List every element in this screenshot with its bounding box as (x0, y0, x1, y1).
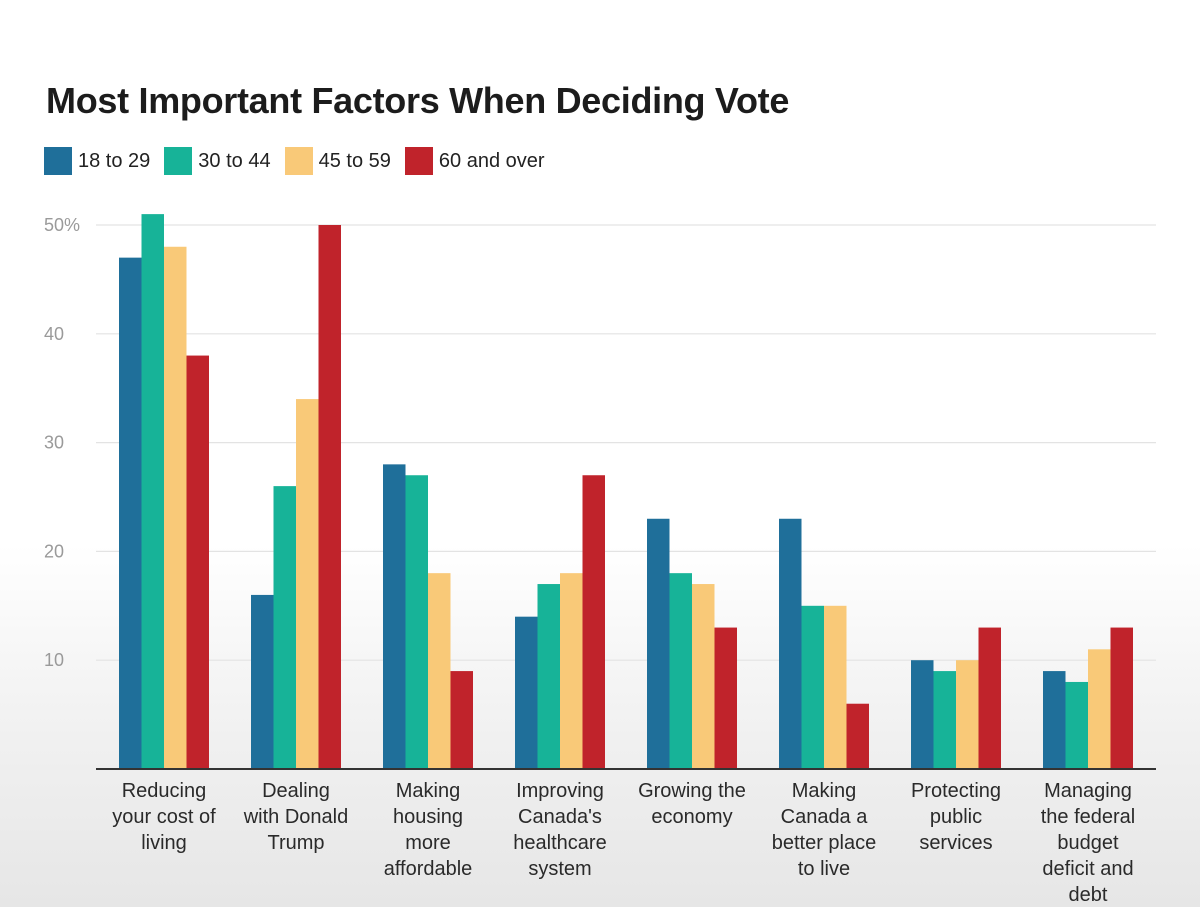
bar-5-60-and-over (714, 627, 737, 769)
legend-label-45-to-59: 45 to 59 (318, 149, 391, 172)
x-tick-label-3: Making housing more affordable (384, 780, 473, 880)
x-tick-label-6: Making Canada a better place to live (772, 780, 877, 880)
legend-swatch-60-and-over (404, 147, 433, 175)
bar-3-45-to-59 (428, 573, 451, 769)
legend: 18 to 29 30 to 44 45 to 59 60 and over (44, 146, 559, 176)
bar-6-30-to-44 (801, 605, 824, 769)
bar-5-45-to-59 (692, 584, 715, 769)
bar-2-30-to-44 (273, 486, 296, 769)
y-tick-label-10: 10 (44, 650, 64, 670)
bar-2-60-and-over (318, 225, 341, 769)
legend-item-60-and-over: 60 and over (404, 147, 545, 175)
x-tick-label-4: Improving Canada's healthcare system (513, 780, 606, 880)
bar-5-30-to-44 (669, 573, 692, 769)
bar-5-18-to-29 (647, 518, 670, 769)
bar-2-18-to-29 (251, 594, 274, 769)
bar-3-60-and-over (450, 671, 473, 769)
bar-6-18-to-29 (779, 518, 802, 769)
legend-label-30-to-44: 30 to 44 (198, 149, 271, 172)
bar-4-18-to-29 (515, 616, 538, 769)
bar-1-45-to-59 (164, 246, 187, 769)
bar-4-30-to-44 (537, 584, 560, 769)
bar-1-60-and-over (186, 355, 209, 769)
bar-3-18-to-29 (383, 464, 406, 769)
bar-6-45-to-59 (824, 605, 847, 769)
bar-8-30-to-44 (1065, 681, 1088, 769)
x-tick-label-7: Protecting public services (911, 780, 1001, 854)
x-tick-label-5: Growing the economy (638, 780, 746, 828)
y-tick-label-30: 30 (44, 433, 64, 453)
legend-swatch-18-to-29 (44, 147, 72, 175)
bar-8-60-and-over (1110, 627, 1133, 769)
legend-item-18-to-29: 18 to 29 (44, 147, 150, 175)
bar-7-60-and-over (978, 627, 1001, 769)
legend-item-45-to-59: 45 to 59 (284, 147, 391, 175)
bar-8-18-to-29 (1043, 671, 1066, 769)
bar-7-45-to-59 (956, 660, 979, 769)
bar-6-60-and-over (846, 703, 869, 769)
legend-label-18-to-29: 18 to 29 (78, 149, 151, 172)
legend-label-60-and-over: 60 and over (438, 149, 545, 172)
x-tick-label-1: Reducing your cost of living (112, 780, 216, 854)
bar-2-45-to-59 (296, 399, 319, 769)
legend-swatch-30-to-44 (164, 147, 193, 175)
legend-swatch-45-to-59 (284, 147, 313, 175)
chart-title: Most Important Factors When Deciding Vot… (46, 80, 790, 121)
bar-1-30-to-44 (141, 214, 164, 769)
y-tick-label-20: 20 (44, 541, 64, 561)
bar-4-45-to-59 (560, 573, 583, 769)
x-tick-label-8: Managing the federal budget deficit and debt (1041, 780, 1136, 906)
x-tick-label-2: Dealing with Donald Trump (243, 780, 349, 854)
legend-item-30-to-44: 30 to 44 (164, 147, 271, 175)
bar-1-18-to-29 (119, 257, 142, 769)
bar-3-30-to-44 (405, 475, 428, 769)
y-tick-label-40: 40 (44, 324, 64, 344)
bar-4-60-and-over (582, 475, 605, 769)
bar-8-45-to-59 (1088, 649, 1111, 769)
y-tick-label-50: 50% (44, 215, 80, 235)
bar-7-30-to-44 (933, 671, 956, 769)
bar-7-18-to-29 (911, 660, 934, 769)
